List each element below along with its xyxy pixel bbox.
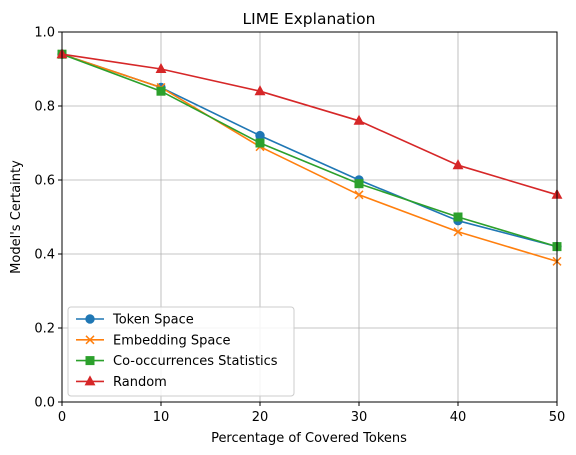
legend-box <box>67 306 295 397</box>
series-line-embedding-space <box>61 53 558 263</box>
data-point-embedding-space <box>354 190 364 200</box>
series-layer <box>56 48 563 266</box>
data-point-random <box>452 159 464 170</box>
y-tick-label: 0.6 <box>34 174 55 189</box>
plot-frame <box>61 31 558 403</box>
data-point-co-occurrences-statistics <box>255 138 265 148</box>
legend-item-token-space: Token Space <box>76 313 194 328</box>
x-tick-label: 40 <box>450 410 467 425</box>
x-axis-ticks: 0 10 20 30 40 50 <box>58 402 565 425</box>
series-line-co-occurrences-statistics <box>61 53 558 248</box>
x-tick-label: 30 <box>351 410 368 425</box>
x-tick-label: 50 <box>549 410 566 425</box>
legend-marker <box>84 375 96 386</box>
legend-label: Embedding Space <box>113 333 230 348</box>
x-tick-label: 20 <box>252 410 269 425</box>
legend-marker <box>85 356 95 366</box>
legend-item-random: Random <box>76 375 167 390</box>
chart-title: LIME Explanation <box>243 10 376 28</box>
x-tick-label: 10 <box>153 410 170 425</box>
legend-label: Co-occurrences Statistics <box>113 354 278 369</box>
legend-label: Random <box>113 375 167 390</box>
y-tick-label: 0.8 <box>34 100 55 115</box>
legend-item-co-occurrences-statistics: Co-occurrences Statistics <box>76 354 278 369</box>
data-point-random <box>254 85 266 96</box>
y-tick-label: 0.2 <box>34 322 55 337</box>
data-point-random <box>353 114 365 125</box>
x-tick-label: 0 <box>58 410 66 425</box>
x-axis-label: Percentage of Covered Tokens <box>211 431 407 446</box>
data-point-co-occurrences-statistics <box>354 179 364 189</box>
data-point-co-occurrences-statistics <box>453 212 463 222</box>
data-point-embedding-space <box>453 227 463 237</box>
series-random <box>56 48 563 199</box>
y-tick-label: 1.0 <box>34 26 55 41</box>
legend: Token Space Embedding Space Co-occurrences… <box>67 306 295 397</box>
series-line-token-space <box>61 53 558 248</box>
data-point-random <box>155 62 167 73</box>
legend-label: Token Space <box>112 313 194 328</box>
legend-marker <box>85 314 95 324</box>
y-tick-label: 0.4 <box>34 248 55 263</box>
y-axis-label: Model's Certainty <box>9 160 24 274</box>
series-line-random <box>61 53 558 196</box>
y-tick-label: 0.0 <box>34 396 55 411</box>
data-point-co-occurrences-statistics <box>156 86 166 96</box>
legend-item-embedding-space: Embedding Space <box>76 333 230 348</box>
legend-marker <box>85 335 95 345</box>
series-co-occurrences-statistics <box>57 49 562 252</box>
y-axis-ticks: 0.0 0.2 0.4 0.6 0.8 1.0 <box>34 26 62 411</box>
